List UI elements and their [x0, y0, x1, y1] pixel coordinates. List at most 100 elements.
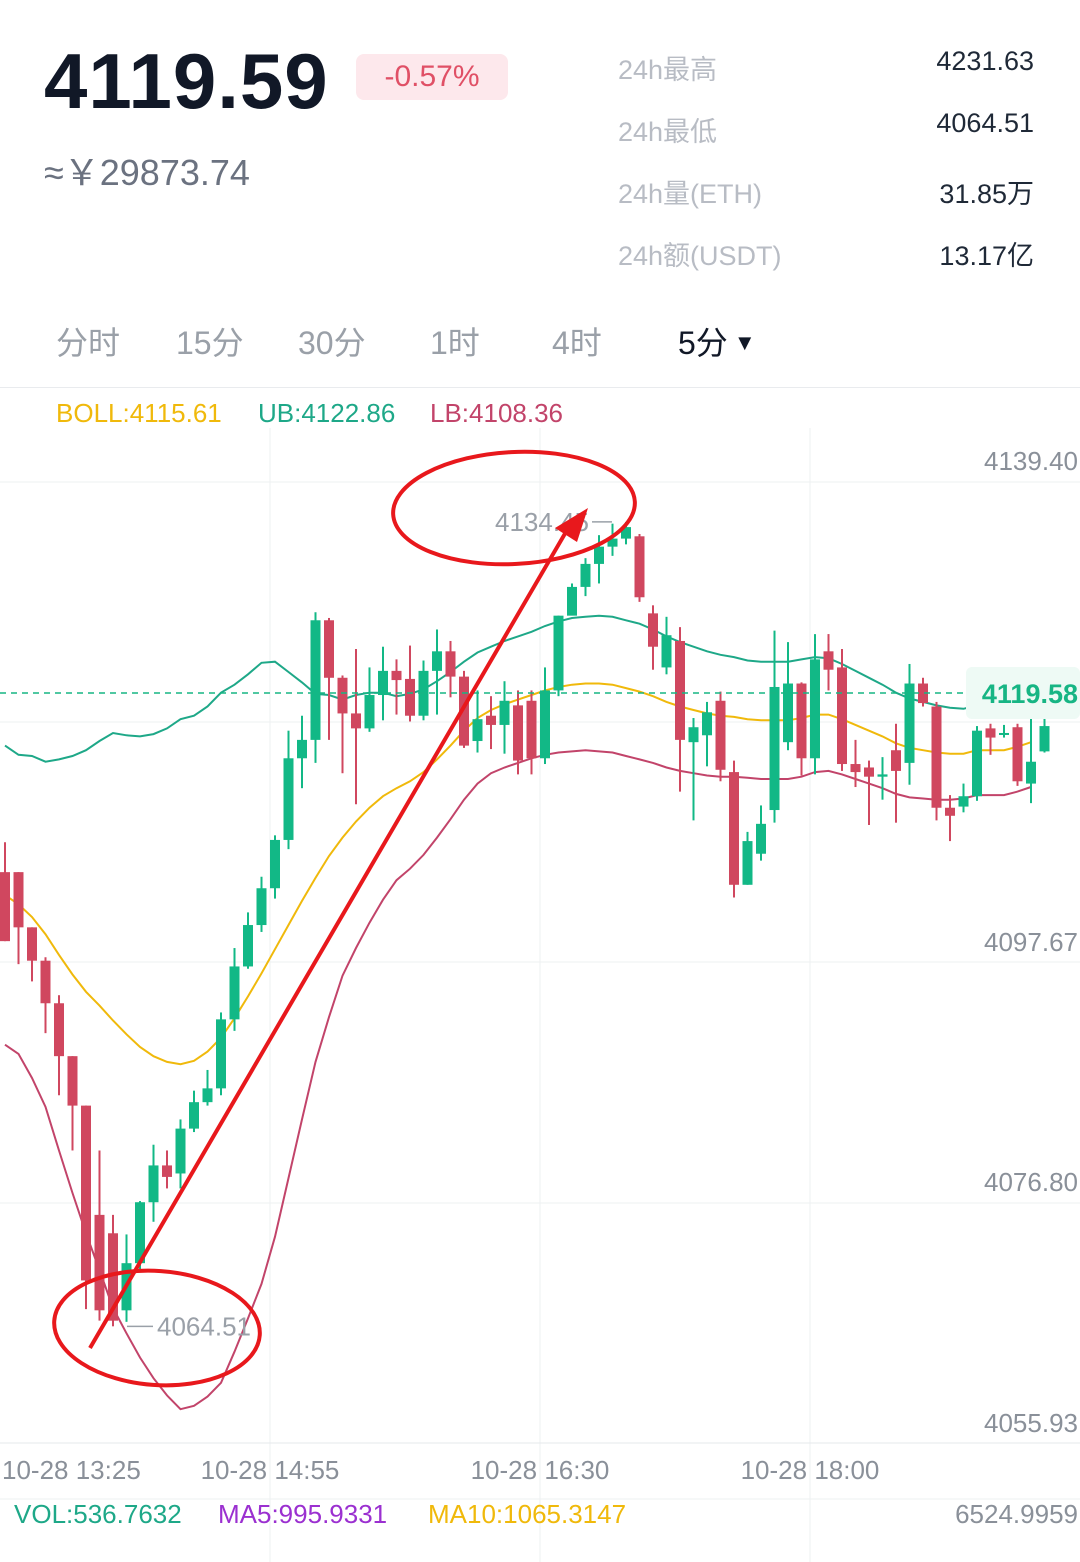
candle-up [769, 630, 780, 823]
candle-up [688, 718, 699, 821]
y-tick-label: 4139.40 [984, 446, 1078, 476]
candle-down [918, 677, 928, 707]
candle-down [850, 739, 861, 788]
candle-body [175, 1128, 186, 1174]
candle-body [378, 670, 388, 696]
candle-up [742, 831, 753, 885]
candle-down [945, 795, 955, 842]
candle-body [958, 796, 969, 807]
candle-body [459, 676, 469, 746]
candle-body [27, 927, 37, 961]
candle-up [810, 634, 820, 775]
current-price-label: 4119.58 [982, 679, 1078, 709]
tab-1h[interactable]: 1时 [430, 325, 480, 361]
candle-down [837, 649, 847, 771]
candle-down [823, 634, 834, 691]
candle-body [769, 686, 780, 811]
candle-body [756, 823, 766, 854]
candle-up [702, 701, 712, 767]
candle-up [499, 681, 510, 754]
tab-4h[interactable]: 4时 [552, 325, 602, 361]
tab-30min[interactable]: 30分 [298, 325, 366, 361]
y-tick-label: 4076.80 [984, 1167, 1078, 1197]
candle-body [972, 730, 982, 797]
candle-body [877, 774, 888, 777]
candle-body [54, 1003, 64, 1057]
candle-body [391, 670, 402, 681]
candle-body [904, 683, 915, 763]
candle-body [148, 1165, 159, 1203]
stat-high-label: 24h最高 [618, 55, 718, 85]
tab-timeshare[interactable]: 分时 [56, 325, 121, 361]
candle-up [958, 783, 969, 813]
candle-down [675, 627, 685, 792]
candle-up [310, 612, 321, 763]
candle-down [634, 534, 645, 602]
annotation-circle-low [52, 1268, 262, 1388]
y-tick-label: 4055.93 [984, 1408, 1078, 1438]
candle-down [0, 842, 10, 942]
x-tick-label: 10-28 16:30 [471, 1455, 610, 1485]
candle-body [189, 1102, 199, 1129]
candle-body [675, 640, 685, 740]
candle-body [796, 683, 807, 759]
candle-down [445, 640, 456, 698]
candle-body [864, 767, 874, 777]
candles [0, 521, 1050, 1327]
candle-down [40, 957, 51, 1034]
candle-up [432, 629, 442, 715]
candle-body [256, 888, 267, 926]
candle-body [40, 960, 51, 1004]
stat-amount-label: 24h额(USDT) [618, 241, 782, 271]
candle-body [297, 739, 307, 759]
tab-5min[interactable]: 5分 ▼ [678, 318, 756, 364]
candle-up [783, 642, 793, 751]
candle-body [810, 659, 820, 759]
candle-up [877, 757, 888, 800]
candle-body [445, 651, 456, 677]
candle-up [553, 615, 564, 697]
candle-down [162, 1150, 172, 1189]
candle-down [648, 605, 658, 670]
candle-body [567, 586, 577, 616]
boll-indicator: BOLL:4115.61 [56, 398, 222, 428]
candle-down [94, 1150, 105, 1321]
candle-body [931, 706, 942, 808]
candle-body [999, 732, 1009, 735]
candle-body [783, 683, 793, 743]
ma10-indicator: MA10:1065.3147 [428, 1499, 627, 1529]
ma5-indicator: MA5:995.9331 [218, 1499, 388, 1529]
candle-body [108, 1233, 118, 1321]
chart-axes: 4139.40 4097.67 4076.80 4055.93 10-28 13:25 1… [2, 446, 1078, 1485]
candle-body [13, 872, 24, 928]
candle-body [945, 807, 955, 816]
upper-band-line [4, 614, 1032, 763]
candle-body [918, 683, 928, 704]
x-tick-label: 10-28 13:25 [2, 1455, 141, 1485]
stat-vol-label: 24h量(ETH) [618, 179, 763, 209]
candle-body [324, 620, 334, 678]
tabs-divider [0, 387, 1080, 388]
candle-down [13, 872, 24, 965]
candle-body [472, 719, 483, 742]
candle-up [1026, 712, 1036, 804]
candle-down [54, 995, 64, 1096]
candle-up [567, 583, 577, 616]
candle-body [216, 1019, 226, 1089]
candle-body [337, 677, 348, 714]
candle-up [607, 523, 618, 556]
candle-body [715, 700, 726, 770]
stat-vol-value: 31.85万 [939, 179, 1034, 209]
candle-body [243, 925, 253, 967]
stat-low-value: 4064.51 [936, 108, 1034, 138]
candle-up [297, 715, 307, 789]
candle-body [594, 546, 604, 564]
candle-up [283, 730, 294, 850]
vol-indicator: VOL:536.7632 [14, 1499, 182, 1529]
tab-15min[interactable]: 15分 [176, 325, 244, 361]
vol-max: 6524.9959 [955, 1499, 1078, 1529]
candle-down [351, 649, 361, 805]
candle-body [823, 651, 834, 670]
candle-down [796, 682, 807, 776]
